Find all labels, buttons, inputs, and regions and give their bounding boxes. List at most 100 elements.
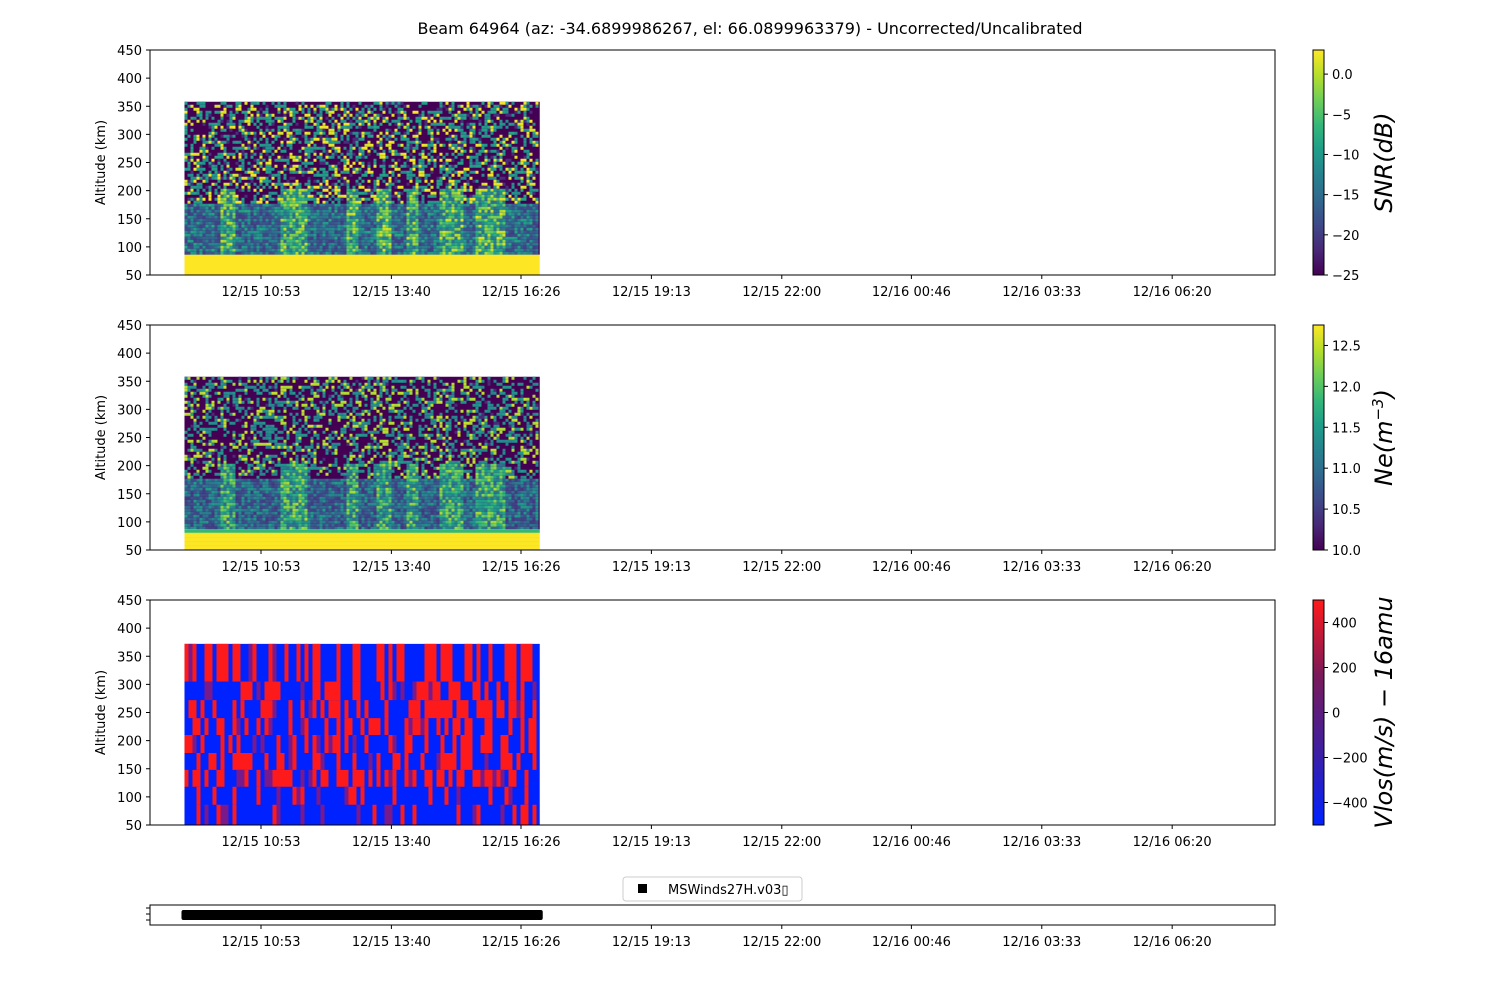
heatmap-cell bbox=[184, 493, 188, 497]
heatmap-cell bbox=[271, 167, 275, 171]
heatmap-cell bbox=[289, 164, 293, 168]
heatmap-cell bbox=[502, 197, 506, 201]
heatmap-cell bbox=[205, 113, 209, 117]
heatmap-cell bbox=[367, 125, 371, 129]
heatmap-cell bbox=[427, 152, 431, 156]
heatmap-cell bbox=[223, 421, 227, 425]
heatmap-cell bbox=[433, 149, 437, 153]
heatmap-cell bbox=[322, 215, 326, 219]
heatmap-cell bbox=[400, 116, 404, 120]
heatmap-cell bbox=[196, 161, 200, 165]
heatmap-cell bbox=[523, 101, 527, 105]
heatmap-cell bbox=[223, 251, 227, 255]
heatmap-cell bbox=[208, 406, 212, 410]
heatmap-cell bbox=[508, 194, 512, 198]
heatmap-cell bbox=[208, 451, 212, 455]
heatmap-cell bbox=[442, 176, 446, 180]
heatmap-cell bbox=[331, 221, 335, 225]
heatmap-cell bbox=[454, 137, 458, 141]
heatmap-cell bbox=[331, 131, 335, 135]
heatmap-cell bbox=[229, 517, 233, 521]
heatmap-cell bbox=[271, 248, 275, 252]
heatmap-cell bbox=[352, 221, 356, 225]
heatmap-cell bbox=[247, 167, 251, 171]
heatmap-cell bbox=[208, 484, 212, 488]
heatmap-cell bbox=[388, 143, 392, 147]
heatmap-cell bbox=[202, 523, 206, 527]
heatmap-cell bbox=[214, 227, 218, 231]
heatmap-cell bbox=[253, 206, 257, 210]
heatmap-cell bbox=[295, 233, 299, 237]
heatmap-cell bbox=[355, 107, 359, 111]
heatmap-cell bbox=[520, 161, 524, 165]
heatmap-cell bbox=[310, 203, 314, 207]
heatmap-cell bbox=[289, 206, 293, 210]
heatmap-cell bbox=[190, 511, 194, 515]
heatmap-cell bbox=[388, 233, 392, 237]
heatmap-cell bbox=[313, 233, 317, 237]
heatmap-cell bbox=[532, 143, 536, 147]
heatmap-cell bbox=[223, 170, 227, 174]
heatmap-cell bbox=[463, 203, 467, 207]
heatmap-cell bbox=[244, 445, 248, 449]
heatmap-cell bbox=[214, 167, 218, 171]
heatmap-cell bbox=[406, 140, 410, 144]
heatmap-cell bbox=[199, 182, 203, 186]
heatmap-cell bbox=[220, 424, 224, 428]
heatmap-cell bbox=[322, 245, 326, 249]
heatmap-cell bbox=[295, 209, 299, 213]
heatmap-cell bbox=[427, 218, 431, 222]
heatmap-cell bbox=[235, 227, 239, 231]
heatmap-cell bbox=[535, 242, 539, 246]
heatmap-cell bbox=[520, 170, 524, 174]
heatmap-cell bbox=[298, 200, 302, 204]
heatmap-cell bbox=[403, 248, 407, 252]
heatmap-cell bbox=[187, 206, 191, 210]
heatmap-cell bbox=[223, 475, 227, 479]
heatmap-cell bbox=[304, 206, 308, 210]
heatmap-cell bbox=[187, 508, 191, 512]
heatmap-cell bbox=[352, 233, 356, 237]
heatmap-cell bbox=[340, 116, 344, 120]
heatmap-cell bbox=[307, 236, 311, 240]
heatmap-cell bbox=[523, 185, 527, 189]
heatmap-cell bbox=[238, 152, 242, 156]
heatmap-cell bbox=[523, 110, 527, 114]
heatmap-cell bbox=[196, 218, 200, 222]
heatmap-cell bbox=[499, 164, 503, 168]
heatmap-cell bbox=[199, 508, 203, 512]
heatmap-cell bbox=[298, 221, 302, 225]
heatmap-cell bbox=[190, 176, 194, 180]
heatmap-cell bbox=[202, 155, 206, 159]
heatmap-cell bbox=[385, 212, 389, 216]
heatmap-cell bbox=[379, 251, 383, 255]
heatmap-cell bbox=[385, 185, 389, 189]
heatmap-cell bbox=[214, 155, 218, 159]
heatmap-cell bbox=[280, 131, 284, 135]
heatmap-cell bbox=[415, 140, 419, 144]
heatmap-cell bbox=[307, 251, 311, 255]
heatmap-cell bbox=[229, 206, 233, 210]
heatmap-cell bbox=[241, 230, 245, 234]
heatmap-cell bbox=[226, 209, 230, 213]
heatmap-cell bbox=[328, 245, 332, 249]
heatmap-cell bbox=[283, 185, 287, 189]
heatmap-cell bbox=[331, 212, 335, 216]
heatmap-cell bbox=[460, 221, 464, 225]
heatmap-cell bbox=[442, 167, 446, 171]
heatmap-cell bbox=[484, 206, 488, 210]
heatmap-cell bbox=[211, 224, 215, 228]
heatmap-cell bbox=[196, 182, 200, 186]
heatmap-cell bbox=[229, 122, 233, 126]
heatmap-cell bbox=[187, 481, 191, 485]
heatmap-cell bbox=[187, 179, 191, 183]
heatmap-cell bbox=[325, 116, 329, 120]
heatmap-cell bbox=[208, 215, 212, 219]
heatmap-cell bbox=[184, 406, 188, 410]
heatmap-cell bbox=[346, 242, 350, 246]
heatmap-cell bbox=[241, 388, 245, 392]
heatmap-cell bbox=[448, 188, 452, 192]
heatmap-cell bbox=[208, 523, 212, 527]
heatmap-cell bbox=[259, 155, 263, 159]
heatmap-cell bbox=[502, 110, 506, 114]
